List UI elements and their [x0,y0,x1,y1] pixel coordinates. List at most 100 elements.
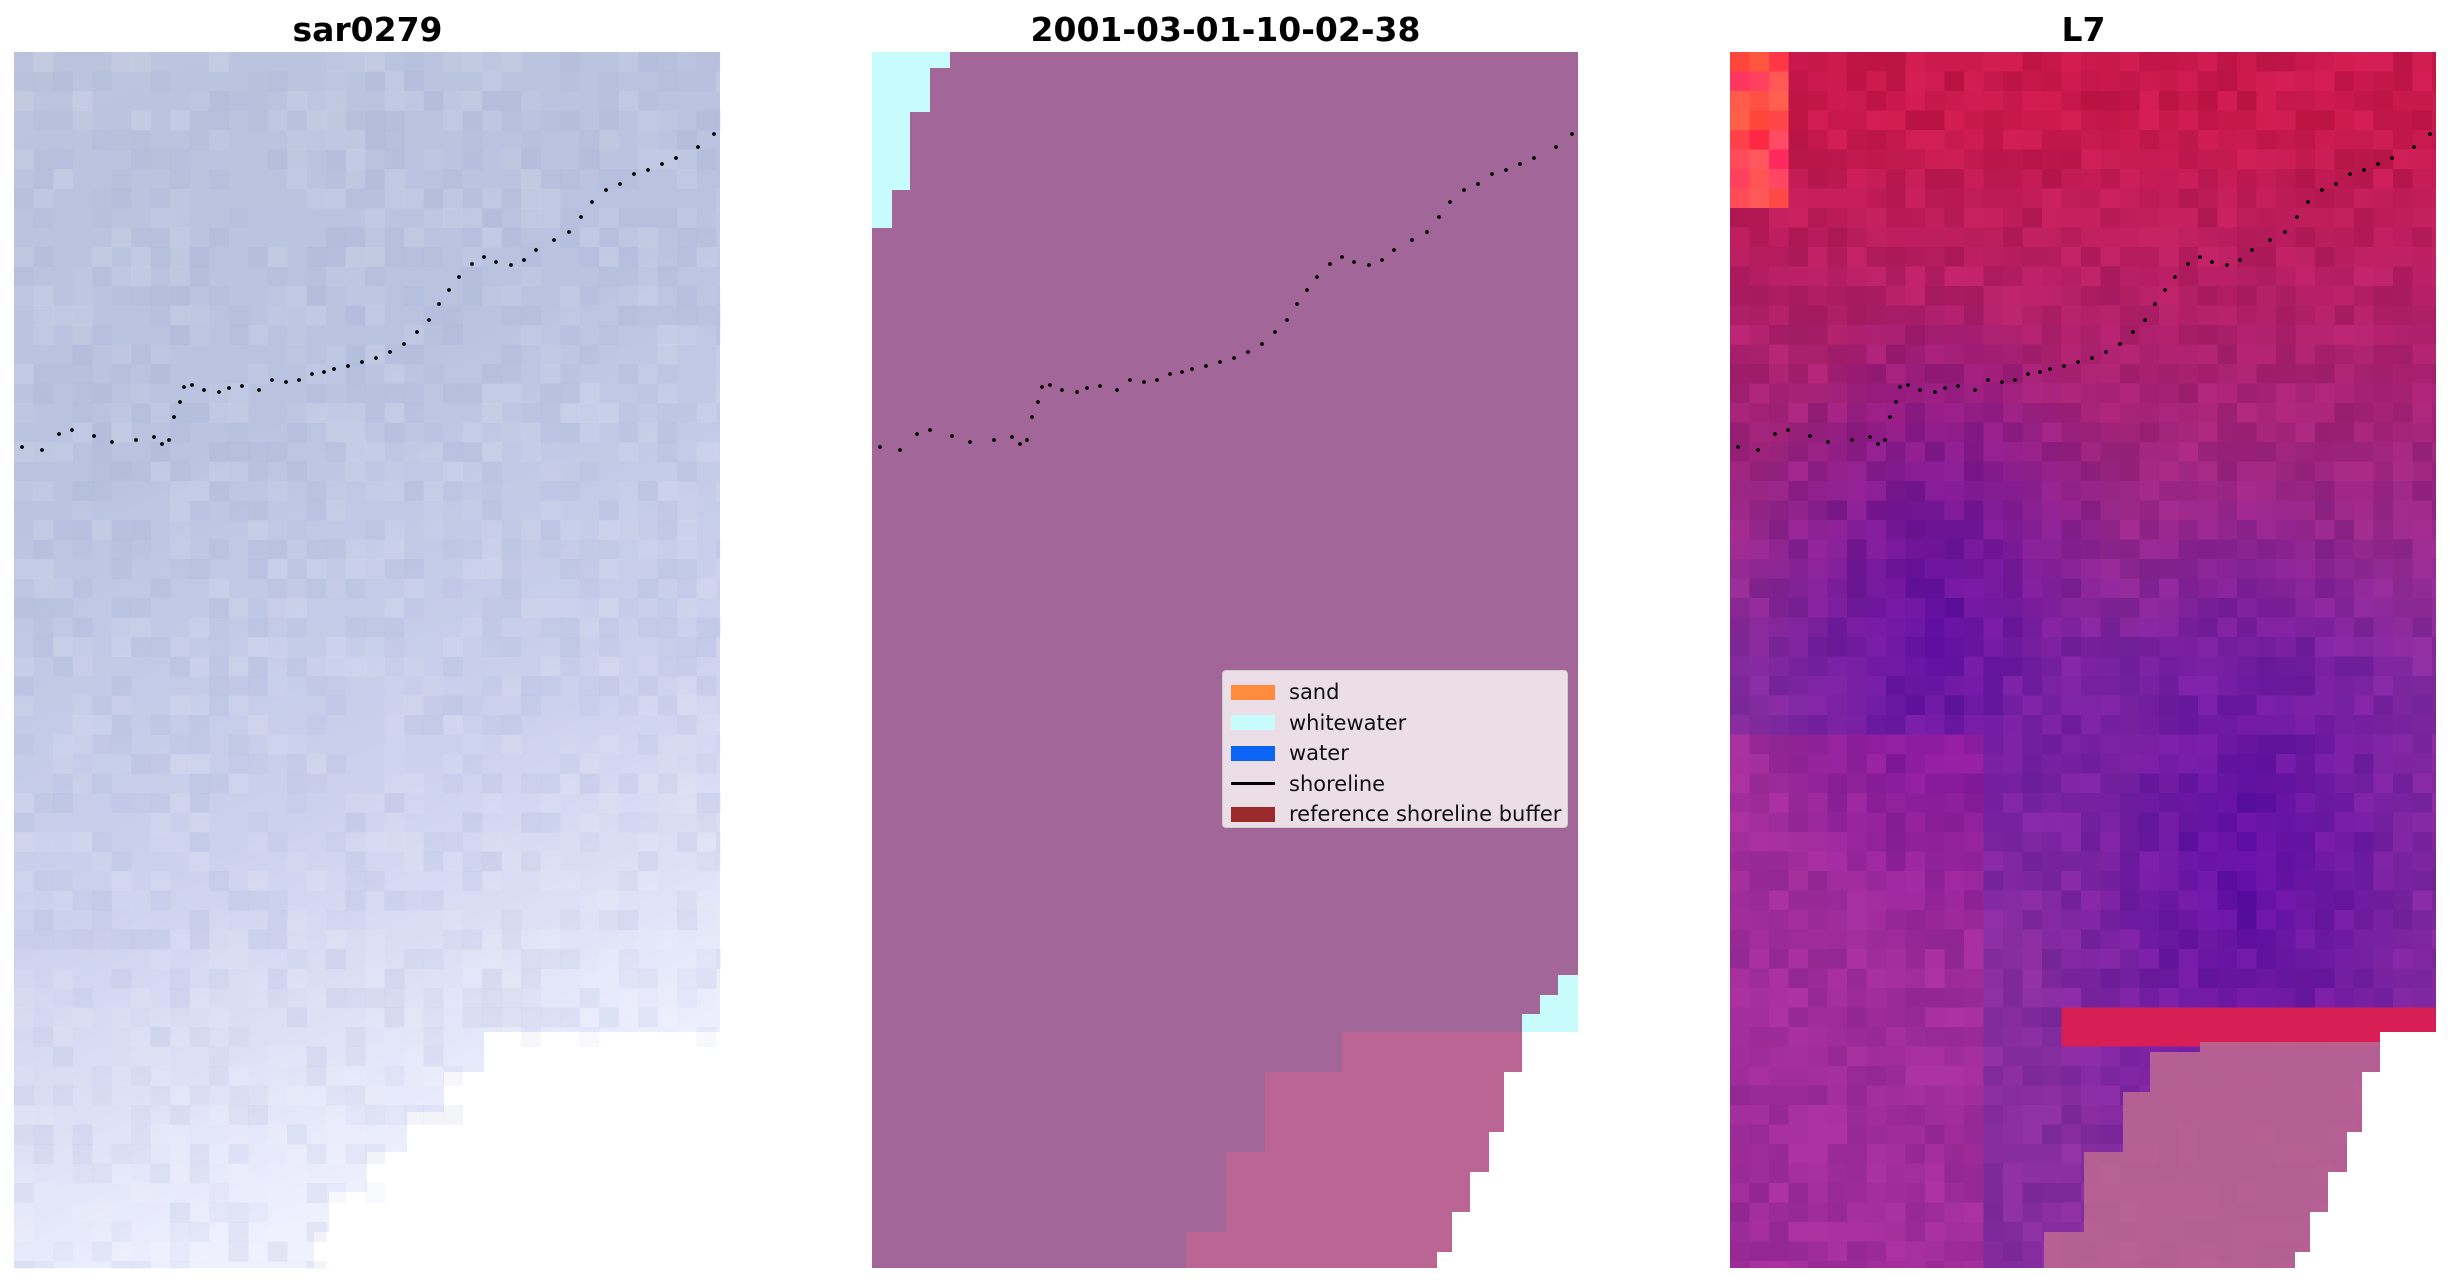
pixel [560,52,580,72]
pixel [2120,949,2141,970]
pixel [2315,890,2336,911]
pixel [170,1085,190,1106]
pixel [2217,578,2238,599]
shoreline-point [646,168,650,172]
shoreline-point [152,435,156,439]
pixel [1983,1222,2004,1243]
pixel [2315,364,2336,385]
pixel [345,1183,366,1203]
pixel [131,520,151,540]
pixel [1886,481,1907,502]
pixel [2393,695,2414,716]
pixel [2178,1007,2199,1028]
pixel [2412,559,2433,580]
pixel [2061,481,2082,502]
pixel [2003,383,2024,404]
pixel [365,110,385,131]
pixel [657,929,678,950]
pixel [209,1144,229,1164]
pixel [638,676,658,696]
pixel [540,1027,561,1047]
pixel [2178,890,2199,911]
pixel [2295,364,2316,385]
pixel [384,559,405,579]
pixel [2315,169,2336,190]
pixel [1983,1163,2004,1184]
pixel [2237,676,2258,697]
pixel [2139,520,2160,541]
pixel [2120,1066,2141,1087]
pixel [2081,266,2102,287]
pixel [2198,871,2219,892]
pixel [248,71,268,92]
pixel [2276,929,2297,950]
pixel [1808,1105,1829,1126]
pixel [560,871,580,891]
pixel [443,481,463,501]
pixel [111,617,132,638]
pixel [501,149,522,170]
pixel [716,110,721,131]
pixel [1944,52,1965,73]
pixel [2237,325,2258,346]
pixel [150,637,171,657]
pixel [1827,637,1848,658]
pixel [579,344,600,365]
pixel [2159,364,2180,385]
pixel [2042,695,2063,716]
shoreline-point [2390,156,2394,160]
pixel [2042,325,2063,346]
pixel [92,422,112,443]
pixel [1925,403,1946,424]
pixel [131,637,151,657]
shoreline-point [1504,168,1508,172]
pixel [1866,715,1887,736]
pixel [1769,344,1790,365]
pixel [1847,871,1868,892]
pixel [638,539,658,560]
pixel [2061,539,2082,560]
pixel [677,695,697,716]
pixel [2237,461,2258,482]
pixel [2081,169,2102,190]
pixel [189,715,210,735]
pixel [2412,247,2433,268]
pixel [1944,754,1965,775]
pixel [1964,598,1985,619]
pixel [2432,578,2436,599]
pixel [53,773,73,794]
pixel [1905,364,1926,385]
pixel [1925,1066,1946,1087]
pixel [579,559,600,579]
pixel [2334,91,2355,112]
pixel [716,559,721,579]
pixel [657,617,678,638]
pixel [2022,851,2043,872]
pixel [1730,481,1751,502]
pixel [111,520,132,540]
pixel [1866,832,1887,853]
shoreline-point [297,378,301,382]
pixel [677,910,697,930]
pixel [599,598,619,618]
pixel [2081,208,2102,229]
pixel [696,851,717,872]
pixel [482,598,502,618]
pixel [267,149,288,170]
pixel [384,149,405,170]
pixel [92,461,112,482]
pixel [1964,676,1985,697]
pixel [2315,715,2336,736]
pixel [1866,598,1887,619]
shoreline-point [1437,215,1441,219]
pixel [267,1066,288,1086]
pixel [111,344,132,365]
pixel [2198,890,2219,911]
pixel [2139,871,2160,892]
pixel [1827,715,1848,736]
pixel [696,637,717,657]
pixel [1964,539,1985,560]
pixel [1749,481,1770,502]
pixel [2198,910,2219,931]
pixel [2315,247,2336,268]
